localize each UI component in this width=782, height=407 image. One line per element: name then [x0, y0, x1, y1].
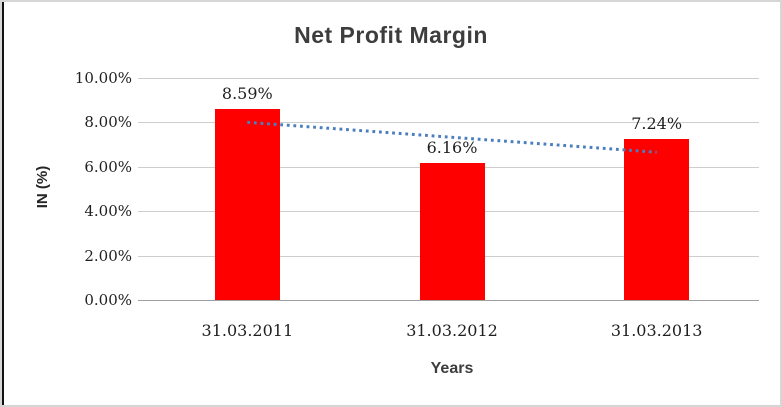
window-left-border: [2, 2, 4, 405]
y-tick-label: 10.00%: [74, 69, 132, 87]
bar-31.03.2012: [419, 163, 485, 300]
y-tick-label: 0.00%: [84, 291, 132, 309]
y-tick-label: 2.00%: [84, 246, 132, 265]
gridline: [138, 78, 759, 79]
bar-value-label: 7.24%: [631, 114, 683, 134]
bar-31.03.2013: [624, 139, 690, 300]
y-tick-label: 6.00%: [84, 157, 132, 176]
x-tick-label: 31.03.2012: [406, 321, 498, 340]
x-axis-title: Years: [430, 360, 474, 377]
bar-value-label: 6.16%: [426, 138, 478, 158]
bar-31.03.2011: [214, 109, 280, 300]
chart-title: Net Profit Margin: [294, 22, 488, 48]
y-tick-label: 8.00%: [84, 113, 132, 132]
x-tick-label: 31.03.2013: [610, 321, 703, 340]
x-tick-label: 31.03.2011: [201, 321, 294, 340]
bar-value-label: 8.59%: [221, 84, 273, 104]
x-axis-line: [138, 300, 759, 301]
y-tick-label: 4.00%: [84, 202, 132, 221]
